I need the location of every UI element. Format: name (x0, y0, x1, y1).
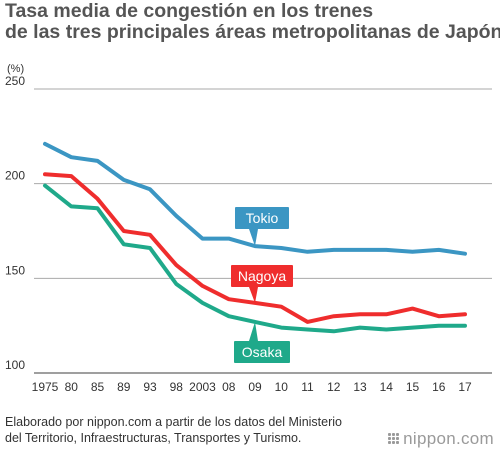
source-line-2: del Territorio, Infraestructuras, Transp… (5, 431, 302, 445)
x-tick-label: 1975 (32, 380, 59, 394)
chart-title-line-2: de las tres principales áreas metropolit… (5, 21, 500, 43)
y-tick-label: 250 (5, 74, 25, 88)
x-tick-label: 10 (275, 380, 289, 394)
source-line-1: Elaborado por nippon.com a partir de los… (5, 415, 342, 429)
label-pointer (249, 229, 258, 247)
x-tick-label: 17 (458, 380, 472, 394)
x-tick-label: 2003 (189, 380, 216, 394)
x-tick-label: 85 (91, 380, 105, 394)
brand-logo: nippon.com (388, 429, 494, 449)
x-tick-labels: 1975 80 85 89 93 98 2003 08 09 10 11 12 13 14 15 16 17 (32, 380, 472, 394)
chart-title: Tasa media de congestión en los trenes d… (5, 1, 500, 43)
label-text: Osaka (242, 344, 283, 360)
y-tick-labels: 100 150 200 250 (5, 74, 25, 372)
label-box (235, 207, 289, 229)
series-label-osaka: Osaka (234, 321, 290, 363)
x-tick-label: 80 (65, 380, 79, 394)
nippon-logo-icon (388, 433, 400, 445)
x-tick-label: 14 (380, 380, 394, 394)
y-tick-label: 200 (5, 169, 25, 183)
series-label-nagoya: Nagoya (231, 265, 293, 303)
x-tick-label: 93 (143, 380, 157, 394)
x-tick-label: 09 (248, 380, 262, 394)
x-tick-label: 11 (301, 380, 314, 394)
label-box (234, 341, 290, 363)
x-tick-label: 89 (117, 380, 131, 394)
y-tick-label: 150 (5, 263, 25, 277)
brand-name: nippon.com (403, 429, 494, 448)
x-tick-label: 98 (170, 380, 184, 394)
x-tick-label: 13 (353, 380, 367, 394)
x-tick-label: 12 (327, 380, 341, 394)
y-tick-label: 100 (5, 358, 25, 372)
label-box (231, 265, 293, 287)
series-label-tokio: Tokio (235, 207, 289, 247)
grid-lines (34, 88, 492, 374)
x-tick-label: 08 (222, 380, 236, 394)
source-note: Elaborado por nippon.com a partir de los… (5, 414, 375, 446)
x-tick-label: 16 (432, 380, 446, 394)
label-text: Nagoya (238, 268, 286, 284)
label-text: Tokio (246, 210, 279, 226)
label-pointer (249, 287, 258, 303)
chart-title-line-1: Tasa media de congestión en los trenes (5, 0, 374, 22)
series-labels: Tokio Nagoya Osaka (231, 207, 293, 363)
x-tick-label: 15 (406, 380, 420, 394)
label-pointer (249, 321, 258, 341)
y-axis-label: (%) (7, 63, 24, 75)
